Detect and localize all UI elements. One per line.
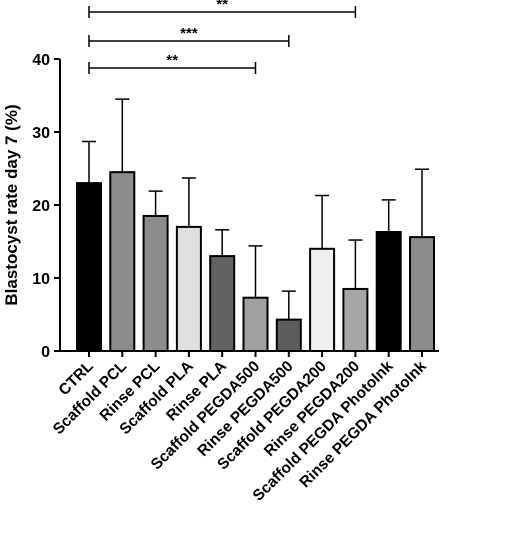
y-tick-label: 30 — [32, 125, 50, 142]
bar-3 — [175, 225, 202, 352]
y-tick-label: 20 — [32, 198, 50, 215]
sig-label: ** — [216, 0, 228, 13]
bar-8 — [342, 287, 369, 353]
bar-7 — [309, 247, 336, 352]
bar-4 — [209, 255, 236, 353]
y-tick-labels: 0 10 20 30 40 — [32, 52, 60, 361]
bar-9 — [375, 231, 402, 352]
significance-brackets: ******* — [88, 0, 357, 74]
y-axis-label: Blastocyst rate day 7 (%) — [2, 104, 21, 305]
error-bars — [82, 98, 429, 320]
y-tick-label: 40 — [32, 52, 50, 69]
bars — [76, 171, 435, 353]
sig-label: *** — [180, 25, 198, 42]
y-tick-label: 10 — [32, 271, 50, 288]
bar-0 — [76, 182, 102, 352]
y-tick-label: 0 — [41, 344, 50, 361]
bar-2 — [142, 214, 169, 352]
bar-5 — [242, 296, 269, 352]
bar-1 — [109, 171, 136, 352]
bar-6 — [275, 318, 302, 352]
bar-10 — [409, 236, 435, 352]
sig-label: ** — [166, 52, 178, 69]
